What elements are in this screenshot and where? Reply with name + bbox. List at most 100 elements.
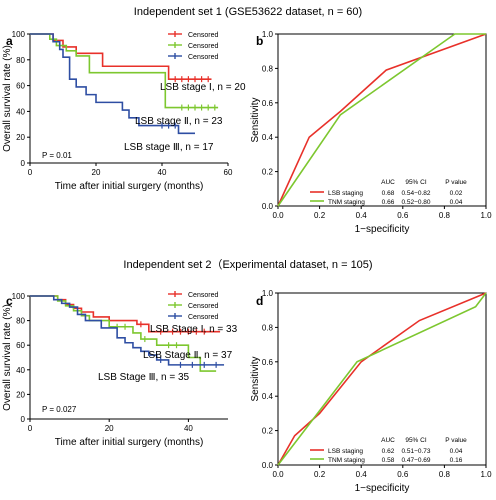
km-curve-3 bbox=[30, 295, 225, 366]
y-tick-label: 0.6 bbox=[262, 99, 274, 108]
y-tick-label: 20 bbox=[16, 390, 25, 399]
x-tick-label: 60 bbox=[224, 168, 233, 177]
series-label-1: LSB Stage Ⅰ, n = 33 bbox=[150, 324, 238, 335]
y-tick-label: 60 bbox=[16, 82, 25, 91]
x-tick-label: 1.0 bbox=[480, 470, 492, 479]
y-tick-label: 0.8 bbox=[262, 64, 274, 73]
stats-row-label: TNM staging bbox=[328, 199, 365, 206]
series-label-1: LSB stage Ⅰ, n = 20 bbox=[160, 82, 246, 93]
roc-curve-2 bbox=[277, 33, 486, 207]
stats-p: 0.04 bbox=[450, 448, 463, 455]
km-curve-3 bbox=[30, 33, 195, 135]
y-tick-label: 40 bbox=[16, 366, 25, 375]
stats-p: 0.02 bbox=[450, 190, 463, 197]
roc-panel-d: 0.0 0.2 0.4 0.6 0.8 1.0 0.0 0.2 0.4 0.6 0.8 1.0 1−sp… bbox=[250, 289, 492, 494]
stats-auc: 0.58 bbox=[382, 457, 395, 464]
y-tick-label: 0.6 bbox=[262, 358, 274, 367]
panel-label: b bbox=[256, 34, 263, 48]
legend-label: Censored bbox=[188, 314, 218, 321]
x-tick-label: 0.0 bbox=[272, 211, 284, 220]
stats-row-label: LSB staging bbox=[328, 448, 363, 455]
stats-auc: 0.66 bbox=[382, 199, 395, 206]
panel-label: d bbox=[256, 294, 263, 308]
panel-label: c bbox=[6, 294, 13, 308]
y-tick-label: 0.4 bbox=[262, 392, 274, 401]
panel-label: a bbox=[6, 34, 13, 48]
y-tick-label: 0.8 bbox=[262, 323, 274, 332]
km-curve-2 bbox=[30, 33, 219, 109]
x-tick-label: 1.0 bbox=[480, 211, 492, 220]
x-tick-label: 0 bbox=[28, 424, 33, 433]
stats-ci: 0.51−0.73 bbox=[401, 448, 430, 455]
y-tick-label: 80 bbox=[16, 56, 25, 65]
p-value-annotation: P = 0.01 bbox=[42, 151, 72, 160]
set1-title: Independent set 1 (GSE53622 dataset, n =… bbox=[134, 6, 362, 18]
x-tick-label: 0.2 bbox=[314, 470, 326, 479]
legend-label: Censored bbox=[188, 303, 218, 310]
roc-panel-b: 0.0 0.2 0.4 0.6 0.8 1.0 0.0 0.2 0.4 0.6 0.8 1.0 1−sp… bbox=[250, 30, 492, 235]
y-tick-label: 0.4 bbox=[262, 133, 274, 142]
legend-label: Censored bbox=[188, 54, 218, 61]
km-panel-c: 0 20 40 0 20 40 60 80 100 Time after initial surg… bbox=[2, 291, 238, 448]
x-tick-label: 40 bbox=[184, 424, 193, 433]
stats-table-header: P value bbox=[445, 437, 467, 444]
x-tick-label: 20 bbox=[105, 424, 114, 433]
y-tick-label: 0.0 bbox=[262, 461, 274, 470]
stats-p: 0.16 bbox=[450, 457, 463, 464]
y-tick-label: 100 bbox=[12, 292, 26, 301]
x-tick-label: 0.8 bbox=[439, 470, 451, 479]
x-tick-label: 0.2 bbox=[314, 211, 326, 220]
y-axis-label: Overall survival rate (%) bbox=[2, 304, 13, 411]
km-panel-a: 0 20 40 60 0 20 40 60 80 100 Time after initial su… bbox=[2, 30, 246, 192]
y-axis-label: Overall survival rate (%) bbox=[2, 45, 13, 152]
km-curve-2 bbox=[30, 295, 217, 372]
y-tick-label: 0 bbox=[21, 415, 26, 424]
y-tick-label: 20 bbox=[16, 133, 25, 142]
y-tick-label: 40 bbox=[16, 107, 25, 116]
stats-ci: 0.54−0.82 bbox=[401, 190, 430, 197]
y-tick-label: 100 bbox=[12, 30, 26, 39]
p-value-annotation: P = 0.027 bbox=[42, 405, 77, 414]
y-tick-label: 80 bbox=[16, 317, 25, 326]
y-tick-label: 0.0 bbox=[262, 202, 274, 211]
stats-table-header: AUC bbox=[381, 437, 395, 444]
roc-curve-1 bbox=[277, 292, 487, 466]
set2-title: Independent set 2（Experimental dataset, … bbox=[123, 258, 372, 271]
y-axis-label: Sensitivity bbox=[250, 356, 261, 401]
series-label-3: LSB Stage Ⅲ, n = 35 bbox=[98, 372, 190, 383]
stats-table-header: 95% CI bbox=[405, 179, 427, 186]
stats-auc: 0.62 bbox=[382, 448, 395, 455]
y-tick-label: 60 bbox=[16, 341, 25, 350]
x-tick-label: 0.0 bbox=[272, 470, 284, 479]
x-axis-label: 1−specificity bbox=[355, 224, 410, 235]
series-label-3: LSB stage Ⅲ, n = 17 bbox=[124, 142, 214, 153]
y-tick-label: 1.0 bbox=[262, 289, 274, 298]
y-axis-label: Sensitivity bbox=[250, 97, 261, 142]
y-tick-label: 1.0 bbox=[262, 30, 274, 39]
x-tick-label: 0.4 bbox=[356, 470, 368, 479]
y-tick-label: 0.2 bbox=[262, 168, 274, 177]
x-axis-label: Time after initial surgery (months) bbox=[55, 181, 204, 192]
x-tick-label: 0.6 bbox=[397, 470, 409, 479]
series-label-2: LSB Stage Ⅱ, n = 37 bbox=[143, 350, 233, 361]
stats-row-label: LSB staging bbox=[328, 190, 363, 197]
roc-curve-2 bbox=[277, 292, 487, 466]
x-tick-label: 0.8 bbox=[439, 211, 451, 220]
y-tick-label: 0 bbox=[21, 159, 26, 168]
x-tick-label: 20 bbox=[92, 168, 101, 177]
y-tick-label: 0.2 bbox=[262, 427, 274, 436]
stats-table-header: P value bbox=[445, 179, 467, 186]
legend-label: Censored bbox=[188, 32, 218, 39]
stats-table-header: 95% CI bbox=[405, 437, 427, 444]
x-tick-label: 40 bbox=[158, 168, 167, 177]
series-label-2: LSB stage Ⅱ, n = 23 bbox=[135, 116, 223, 127]
x-tick-label: 0.4 bbox=[356, 211, 368, 220]
stats-ci: 0.47−0.69 bbox=[401, 457, 430, 464]
x-tick-label: 0.6 bbox=[397, 211, 409, 220]
stats-row-label: TNM staging bbox=[328, 457, 365, 464]
x-tick-label: 0 bbox=[28, 168, 33, 177]
x-axis-label: 1−specificity bbox=[355, 483, 410, 494]
stats-p: 0.04 bbox=[450, 199, 463, 206]
stats-ci: 0.52−0.80 bbox=[401, 199, 430, 206]
